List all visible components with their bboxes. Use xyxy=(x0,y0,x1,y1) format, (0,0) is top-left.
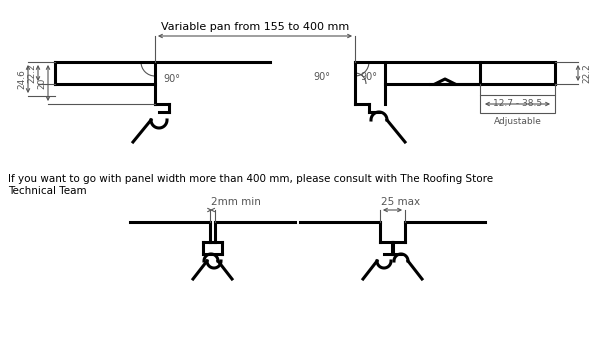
Text: Variable pan from 155 to 400 mm: Variable pan from 155 to 400 mm xyxy=(161,22,349,32)
Text: 22.2: 22.2 xyxy=(582,63,591,83)
Text: 2mm min: 2mm min xyxy=(211,197,261,207)
Text: 22.2: 22.2 xyxy=(27,63,36,83)
Text: 12.7 - 38.5: 12.7 - 38.5 xyxy=(493,99,542,107)
Text: 90°: 90° xyxy=(163,74,180,84)
Text: 24.6: 24.6 xyxy=(17,69,26,89)
Text: 20: 20 xyxy=(37,77,46,89)
Text: 90°: 90° xyxy=(313,72,330,82)
Text: 25 max: 25 max xyxy=(381,197,420,207)
Text: If you want to go with panel width more than 400 mm, please consult with The Roo: If you want to go with panel width more … xyxy=(8,174,493,196)
Bar xyxy=(480,95,555,113)
Text: 90°: 90° xyxy=(360,72,377,82)
Text: Adjustable: Adjustable xyxy=(493,117,542,126)
